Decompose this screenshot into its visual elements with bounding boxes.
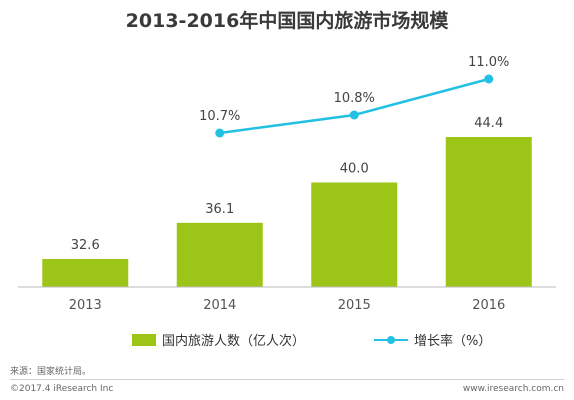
bar-value-label: 44.4: [474, 116, 503, 131]
bar-2014: [176, 222, 263, 287]
legend-label-bar: 国内旅游人数（亿人次）: [162, 334, 306, 349]
chart-title: 2013-2016年中国国内旅游市场规模: [125, 10, 449, 32]
x-axis: 2013 2014 2015 2016: [18, 286, 556, 313]
bar-2015: [311, 182, 398, 287]
growth-rate-line: [219, 77, 490, 135]
growth-rate-point-2016: [484, 74, 494, 84]
footer-divider: [10, 379, 564, 380]
footer-website: www.iresearch.com.cn: [462, 384, 564, 394]
legend: 国内旅游人数（亿人次） 增长率（%）: [0, 330, 574, 350]
growth-rate-label: 11.0%: [468, 55, 509, 70]
growth-rate-point-2014: [215, 128, 225, 138]
bar-value-label: 32.6: [71, 238, 100, 253]
bar-2013: [42, 259, 129, 287]
growth-rate-label: 10.8%: [334, 91, 375, 106]
footer-copyright: ©2017.4 iResearch Inc: [10, 384, 114, 394]
legend-bar-swatch: [132, 333, 156, 346]
x-tick-label: 2015: [338, 298, 371, 313]
line-series: 10.7% 10.8% 11.0%: [199, 55, 509, 138]
growth-rate-label: 10.7%: [199, 109, 240, 124]
legend-item-bar: 国内旅游人数（亿人次）: [132, 330, 305, 349]
legend-line-swatch: [374, 334, 408, 346]
x-tick-label: 2013: [69, 298, 102, 313]
legend-item-line: 增长率（%）: [374, 330, 491, 349]
legend-label-line: 增长率（%）: [414, 334, 492, 349]
bar-value-label: 40.0: [340, 161, 369, 176]
x-tick-label: 2014: [203, 298, 236, 313]
bar-value-label: 36.1: [205, 202, 234, 217]
bar-series: 32.6 36.1 40.0 44.4: [42, 116, 532, 287]
growth-rate-point-2015: [349, 110, 359, 120]
source-note: 来源：国家统计局。: [10, 367, 92, 377]
bar-2016: [445, 137, 532, 287]
x-tick-label: 2016: [472, 298, 505, 313]
